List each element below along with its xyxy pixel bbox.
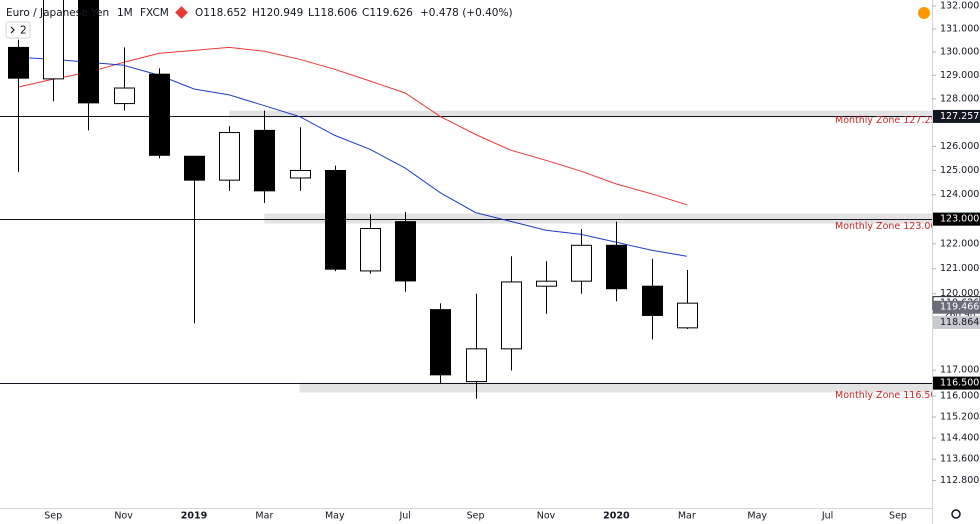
axes: 132.000 131.000 130.000 129.000 128.000 126.0… bbox=[44, 0, 980, 522]
ohlc-high: H120.949 bbox=[252, 7, 303, 19]
candle-body bbox=[254, 129, 275, 192]
y-tick-label: 113.600 bbox=[940, 454, 979, 465]
candle-body bbox=[325, 169, 346, 270]
y-tick-label: 132.000 bbox=[940, 0, 979, 11]
price-label-box bbox=[933, 300, 980, 314]
x-tick-label: Nov bbox=[537, 511, 556, 522]
chevron-icon bbox=[10, 26, 15, 34]
alert-icon[interactable] bbox=[918, 7, 930, 19]
x-tick-label: Jul bbox=[821, 511, 833, 522]
countdown: 26d 9h bbox=[944, 311, 975, 321]
moving-average bbox=[17, 56, 687, 257]
collapse-button[interactable] bbox=[5, 21, 31, 39]
ohlc-open: O118.652 bbox=[195, 7, 247, 19]
zone-label: Monthly Zone 127.250 bbox=[835, 115, 943, 126]
x-tick-label: Mar bbox=[255, 511, 273, 522]
candle-body bbox=[606, 244, 627, 290]
y-tick-label: 126.000 bbox=[940, 141, 979, 152]
ohlc-change: +0.478 (+0.40%) bbox=[420, 7, 513, 19]
zone-band bbox=[299, 382, 932, 393]
candle-body bbox=[8, 46, 29, 79]
price-label: 118.864 bbox=[940, 317, 979, 328]
zone-label: Monthly Zone 123.000 bbox=[835, 221, 943, 232]
x-tick-label: Sep bbox=[44, 511, 62, 522]
y-tick-label: 115.200 bbox=[940, 411, 979, 422]
market-status bbox=[175, 6, 188, 19]
y-tick-label: 124.000 bbox=[940, 189, 979, 200]
candle-body bbox=[114, 87, 135, 105]
source: FXCM bbox=[140, 7, 169, 19]
zone-band bbox=[229, 110, 932, 118]
candle-body bbox=[184, 155, 205, 181]
x-tick-label: Nov bbox=[114, 511, 133, 522]
zone-label: Monthly Zone 116.500 bbox=[835, 390, 943, 401]
y-tick-label: 120.000 bbox=[940, 288, 979, 299]
candle-body bbox=[149, 73, 170, 156]
plot-area: Monthly Zone 127.250 Monthly Zone 123.000… bbox=[0, 0, 943, 401]
candle-body bbox=[642, 285, 663, 316]
y-tick-label: 116.000 bbox=[940, 391, 979, 402]
candle-body bbox=[571, 244, 592, 282]
y-tick-label: 130.000 bbox=[940, 47, 979, 58]
y-tick-label: 112.800 bbox=[940, 475, 979, 486]
ohlc-low: L118.606 bbox=[308, 7, 358, 19]
price-label: 127.257 bbox=[940, 111, 979, 122]
y-tick-label: 121.000 bbox=[940, 263, 979, 274]
x-tick-label: 2019 bbox=[181, 511, 207, 522]
candle-body bbox=[430, 309, 451, 376]
y-tick-label: 131.000 bbox=[940, 23, 979, 34]
candle-body bbox=[501, 281, 522, 350]
indicator-count: 2 bbox=[20, 25, 27, 37]
settings-icon[interactable] bbox=[951, 509, 961, 519]
x-tick-label: Jul bbox=[398, 511, 410, 522]
price-label-box bbox=[933, 212, 980, 226]
overlay: 2 Euro / Japanese Yen 1M FXCM O118.652 H… bbox=[5, 6, 961, 519]
price-label: 116.500 bbox=[940, 378, 979, 389]
y-tick-label: 125.000 bbox=[940, 165, 979, 176]
x-tick-label: 2020 bbox=[603, 511, 630, 522]
x-tick-label: Sep bbox=[467, 511, 485, 522]
y-tick-label: 128.000 bbox=[940, 93, 979, 104]
symbol-title: Euro / Japanese Yen bbox=[6, 7, 109, 19]
x-tick-label: May bbox=[325, 511, 345, 522]
candle-body bbox=[290, 169, 311, 179]
candle-body bbox=[536, 280, 557, 287]
candle-body bbox=[677, 302, 698, 329]
x-tick-label: May bbox=[747, 511, 767, 522]
price-label: 119.466 bbox=[940, 302, 979, 313]
y-tick-label: 114.400 bbox=[940, 433, 979, 444]
candle-body bbox=[219, 132, 240, 181]
x-tick-label: Sep bbox=[889, 511, 907, 522]
y-tick-label: 117.000 bbox=[940, 365, 979, 376]
candle-body bbox=[43, 0, 64, 80]
moving-average bbox=[17, 46, 687, 206]
y-tick-label: 122.000 bbox=[940, 238, 979, 249]
candle-body bbox=[466, 348, 487, 383]
zone-band bbox=[264, 213, 932, 224]
ohlc-close: C119.626 bbox=[362, 7, 413, 19]
candle-body bbox=[360, 228, 381, 272]
candle-body bbox=[78, 0, 99, 104]
price-label-box bbox=[933, 109, 980, 123]
price-label-box bbox=[933, 315, 980, 329]
y-tick-label: 129.000 bbox=[940, 70, 979, 81]
candle-body bbox=[395, 221, 416, 282]
price-label: 123.000 bbox=[940, 214, 979, 225]
price-label-box bbox=[933, 376, 980, 390]
x-tick-label: Mar bbox=[678, 511, 696, 522]
interval: 1M bbox=[117, 7, 133, 19]
